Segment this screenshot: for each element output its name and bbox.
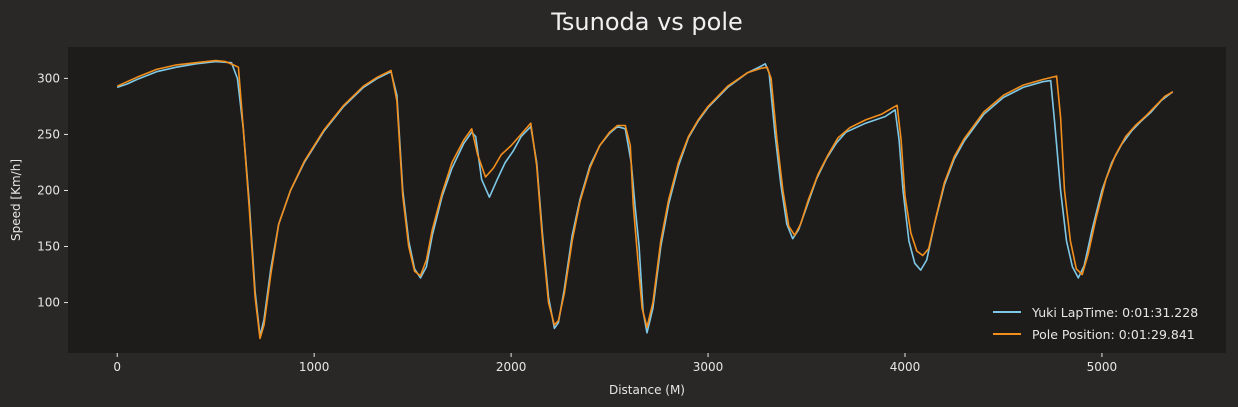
series-line-pole: [116, 59, 1174, 340]
y-axis: 100 150 200 250 300: [37, 71, 68, 310]
x-tick-label: 4000: [890, 360, 921, 374]
x-tick-label: 2000: [496, 360, 527, 374]
legend-box: [985, 298, 1221, 348]
y-tick-label: 150: [37, 240, 60, 254]
x-axis: 0 1000 2000 3000 4000 5000: [113, 353, 1117, 374]
legend-label-yuki: Yuki LapTime: 0:01:31.228: [1031, 305, 1198, 320]
y-tick-label: 100: [37, 296, 60, 310]
legend: Yuki LapTime: 0:01:31.228 Pole Position:…: [985, 298, 1221, 348]
y-axis-label: Speed [Km/h]: [9, 159, 23, 241]
x-tick-label: 5000: [1087, 360, 1118, 374]
x-tick-label: 3000: [693, 360, 724, 374]
y-tick-label: 250: [37, 127, 60, 141]
chart-title: Tsunoda vs pole: [550, 8, 743, 36]
x-axis-label: Distance (M): [609, 383, 685, 397]
x-tick-label: 1000: [299, 360, 330, 374]
y-tick-label: 200: [37, 183, 60, 197]
legend-label-pole: Pole Position: 0:01:29.841: [1032, 327, 1195, 342]
series-layer: [116, 59, 1174, 340]
x-tick-label: 0: [113, 360, 121, 374]
y-tick-label: 300: [37, 71, 60, 85]
